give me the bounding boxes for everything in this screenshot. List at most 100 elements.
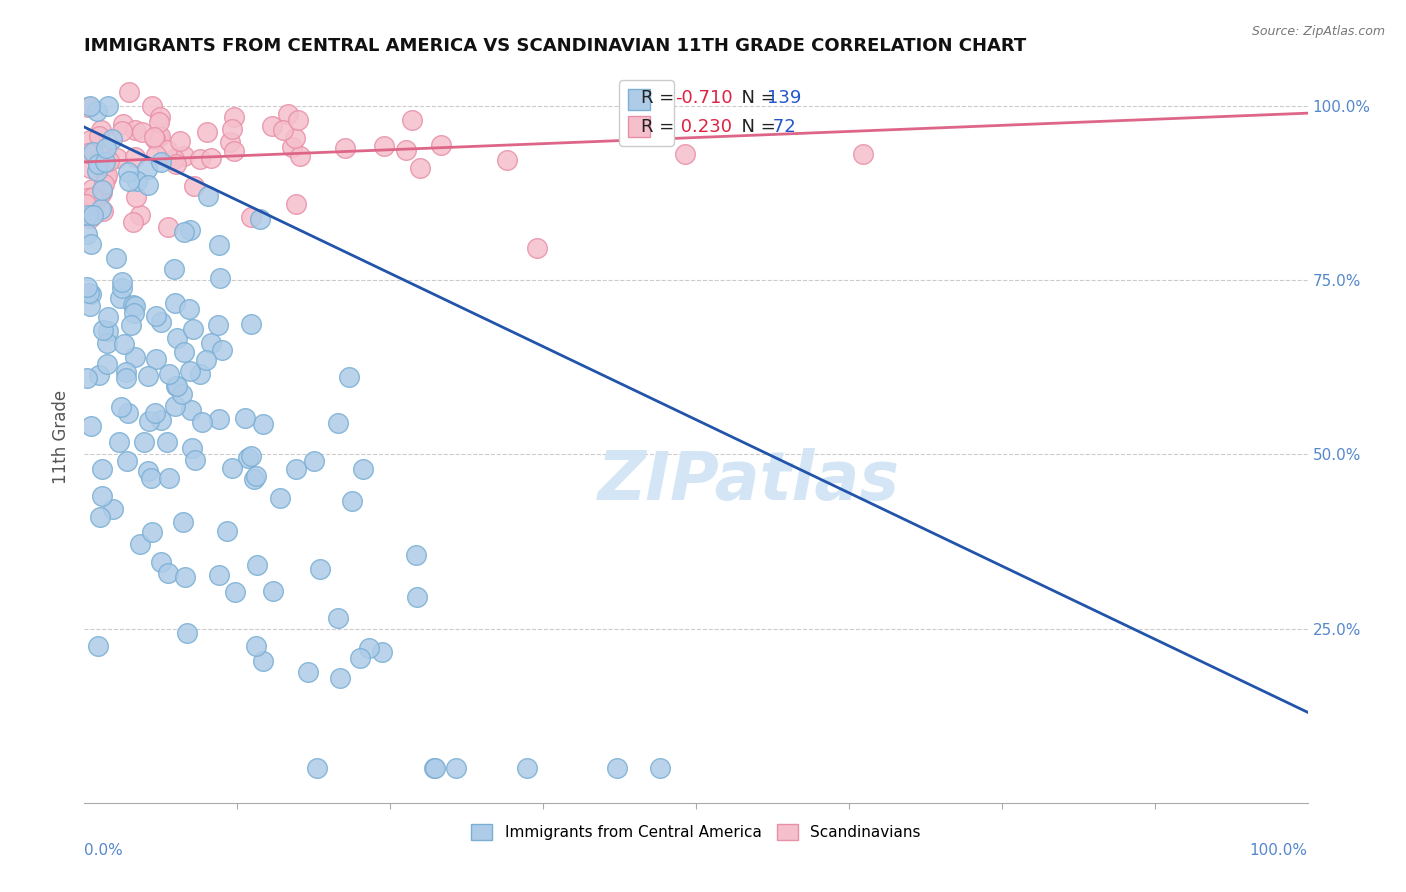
Point (156, 220, 179, 235)
Point (422, 761, 444, 775)
Point (173, 345, 195, 359)
Point (287, 113, 309, 128)
Point (183, 178, 205, 193)
Text: 139: 139 (766, 89, 801, 107)
Point (606, 761, 628, 775)
Point (139, 471, 162, 485)
Point (122, 215, 145, 229)
Point (141, 99, 163, 113)
Point (221, 122, 243, 136)
Point (117, 85, 139, 99)
Point (76, 146, 98, 161)
Point (236, 451, 259, 466)
Point (516, 761, 538, 775)
Point (218, 135, 240, 149)
Point (239, 449, 262, 463)
Point (302, 454, 325, 468)
Point (84, 190, 107, 204)
Point (172, 515, 194, 529)
Y-axis label: 11th Grade: 11th Grade (52, 390, 70, 484)
Point (260, 119, 283, 133)
Point (124, 299, 146, 313)
Point (93, 177, 115, 191)
Point (148, 115, 170, 129)
Point (128, 208, 150, 222)
Text: N =: N = (730, 118, 782, 136)
Point (305, 761, 328, 775)
Point (349, 650, 371, 665)
Point (129, 537, 152, 551)
Point (80, 419, 103, 434)
Point (297, 665, 319, 680)
Point (165, 379, 187, 393)
Point (252, 417, 274, 432)
Point (444, 761, 467, 775)
Point (162, 153, 184, 167)
Point (94, 171, 117, 186)
Point (233, 410, 256, 425)
Point (269, 491, 291, 506)
Point (156, 435, 179, 450)
Point (101, 502, 124, 516)
Point (156, 143, 179, 157)
Point (117, 454, 139, 468)
Point (177, 301, 200, 316)
Point (94, 154, 117, 169)
Point (163, 261, 186, 276)
Point (217, 524, 239, 538)
Point (157, 471, 180, 485)
Point (90, 202, 112, 216)
Point (79, 99, 101, 113)
Point (166, 379, 188, 393)
Point (207, 238, 229, 252)
Point (165, 399, 187, 413)
Point (132, 434, 155, 449)
Point (76, 227, 98, 241)
Point (79, 299, 101, 313)
Point (852, 147, 875, 161)
Point (110, 275, 132, 289)
Point (222, 110, 245, 124)
Point (409, 161, 432, 175)
Point (149, 110, 172, 124)
Point (340, 494, 363, 508)
Point (262, 583, 284, 598)
Point (249, 211, 271, 226)
Point (79, 161, 101, 176)
Point (111, 124, 134, 138)
Point (429, 138, 451, 153)
Point (91, 323, 114, 337)
Point (174, 570, 197, 584)
Point (371, 645, 394, 659)
Point (245, 469, 267, 483)
Point (108, 291, 131, 305)
Point (91, 136, 114, 150)
Point (405, 548, 427, 562)
Point (526, 241, 548, 255)
Point (76, 280, 98, 294)
Point (105, 251, 128, 265)
Point (77, 285, 100, 300)
Point (79, 236, 101, 251)
Text: 0.0%: 0.0% (84, 843, 124, 858)
Point (115, 370, 138, 384)
Point (208, 412, 231, 426)
Point (87, 368, 110, 382)
Point (190, 367, 212, 381)
Point (124, 350, 146, 364)
Point (125, 190, 148, 204)
Point (179, 223, 201, 237)
Point (207, 318, 229, 332)
Point (80, 287, 103, 301)
Point (97, 324, 120, 338)
Point (222, 145, 245, 159)
Point (163, 296, 186, 310)
Point (208, 270, 231, 285)
Point (110, 400, 132, 414)
Point (82, 190, 104, 204)
Point (165, 157, 187, 171)
Point (145, 352, 167, 367)
Point (157, 367, 180, 381)
Point (76, 208, 98, 222)
Point (271, 123, 294, 137)
